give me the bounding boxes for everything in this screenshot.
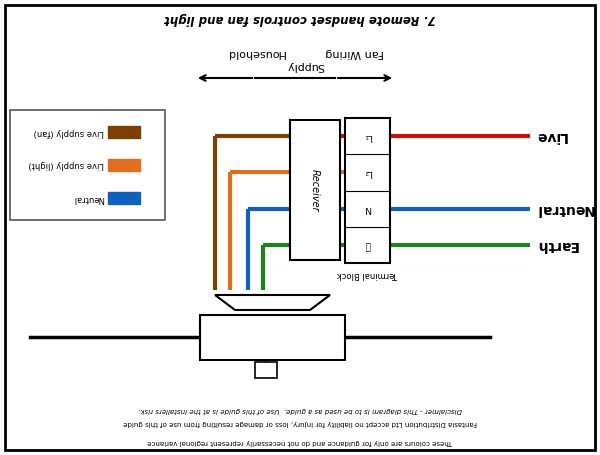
Text: Earth: Earth bbox=[535, 238, 577, 252]
Bar bbox=[200, 315, 345, 360]
Text: ⨧: ⨧ bbox=[365, 240, 370, 249]
Polygon shape bbox=[215, 295, 330, 310]
Text: Supply: Supply bbox=[286, 61, 324, 71]
Text: Disclaimer - This diagram is to be used as a guide.  Use of this guide is at the: Disclaimer - This diagram is to be used … bbox=[138, 407, 462, 413]
Text: Live supply (light): Live supply (light) bbox=[28, 161, 104, 170]
Text: Fan Wiring: Fan Wiring bbox=[326, 48, 385, 58]
Bar bbox=[108, 192, 140, 204]
Text: L₁: L₁ bbox=[363, 131, 372, 141]
Bar bbox=[255, 362, 277, 378]
Text: Household: Household bbox=[226, 48, 284, 58]
Text: Terminal Block: Terminal Block bbox=[337, 271, 398, 279]
Text: Live supply (fan): Live supply (fan) bbox=[34, 127, 104, 136]
Text: These colours are only for guidance and do not necessarily represent regional va: These colours are only for guidance and … bbox=[147, 439, 453, 445]
Bar bbox=[345, 118, 390, 263]
Text: Receiver: Receiver bbox=[310, 169, 320, 211]
Text: Neutral: Neutral bbox=[535, 202, 593, 216]
Text: Fantasia Distribution Ltd accept no liability for injury, loss or damage resulti: Fantasia Distribution Ltd accept no liab… bbox=[123, 420, 477, 426]
Bar bbox=[290, 120, 340, 260]
Text: N: N bbox=[364, 204, 371, 213]
Bar bbox=[108, 126, 140, 138]
Bar bbox=[10, 110, 165, 220]
Text: 7. Remote handset controls fan and light: 7. Remote handset controls fan and light bbox=[164, 11, 436, 25]
Text: L₂: L₂ bbox=[363, 168, 372, 177]
Bar bbox=[108, 159, 140, 171]
Text: Live: Live bbox=[535, 129, 567, 143]
Text: Neutral: Neutral bbox=[73, 193, 104, 202]
